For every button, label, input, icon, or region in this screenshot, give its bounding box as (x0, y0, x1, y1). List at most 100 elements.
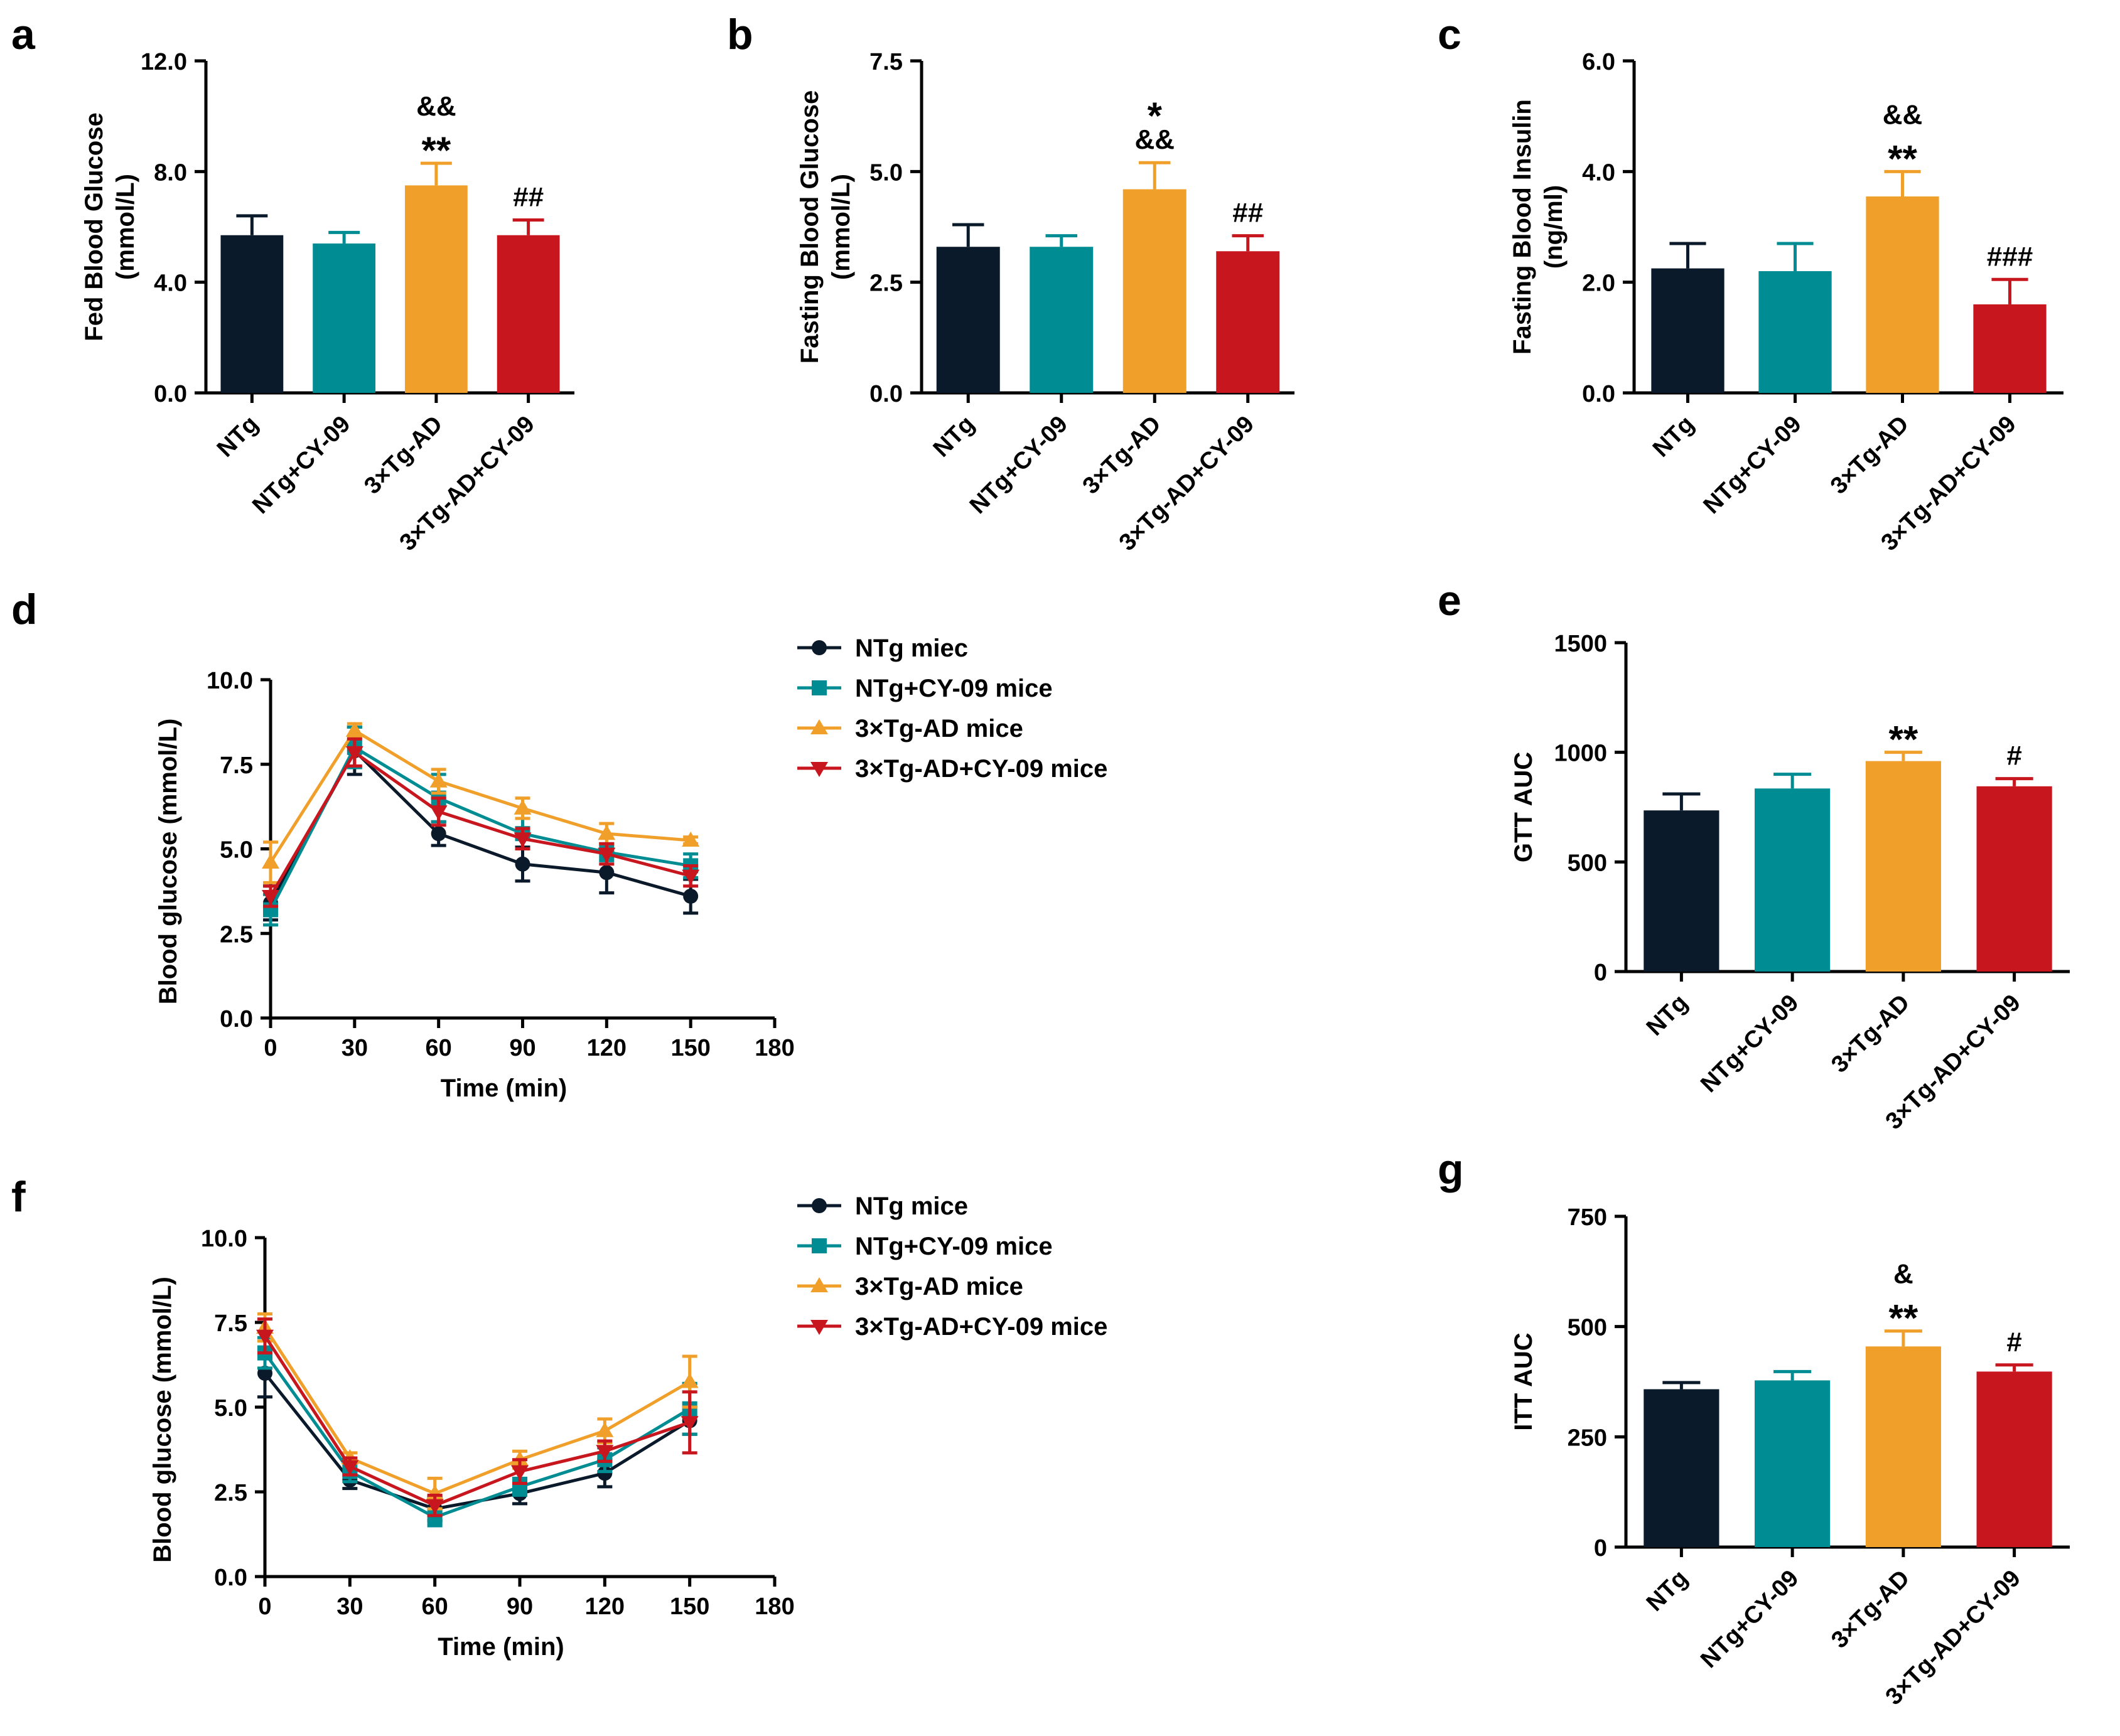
marker-triangle-down (514, 832, 532, 848)
y-axis-label: Fasting Blood Glucose (796, 90, 824, 364)
y-axis-unit: (mmol/L) (112, 174, 139, 280)
bar-3×Tg-AD+CY-09 (497, 235, 560, 393)
marker-triangle-up (596, 1422, 614, 1437)
legend-label: 3×Tg-AD+CY-09 mice (855, 755, 1107, 783)
bar-3×Tg-AD (1866, 196, 1939, 393)
x-tick-label: 0 (264, 1035, 277, 1061)
y-tick-label: 6.0 (1582, 49, 1615, 75)
bar-NTg+CY-09 (1755, 788, 1831, 972)
marker-circle (597, 1465, 613, 1481)
significance-mark: && (1134, 124, 1175, 155)
y-tick-label: 2.0 (1582, 271, 1615, 297)
x-tick-label: NTg (1648, 411, 1699, 463)
y-tick-label: 12.0 (141, 49, 187, 75)
marker-triangle-down (429, 805, 448, 821)
bar-3×Tg-AD+CY-09 (1216, 251, 1280, 393)
panel-f: f 0.0 2.5 5.0 7.5 10.0 0 30 60 90 120 150 180 Time (m… (11, 1173, 1107, 1661)
legend-label: 3×Tg-AD+CY-09 mice (855, 1313, 1107, 1341)
bar-NTg (220, 235, 284, 393)
marker-circle (812, 640, 827, 655)
y-tick-label: 0 (1594, 960, 1607, 986)
x-tick-label: 30 (342, 1035, 368, 1061)
x-tick-label: 90 (509, 1035, 535, 1061)
x-tick-label: 120 (587, 1035, 627, 1061)
series-line (269, 745, 691, 911)
y-axis-label: Fasting Blood Insulin (1509, 99, 1536, 355)
significance-mark: ** (1889, 719, 1918, 761)
panel-b: b 0.0 2.5 5.0 7.5 Fasting Blood Glucose (mmol/… (727, 11, 1294, 556)
marker-triangle-down (810, 762, 828, 777)
y-tick-label: 4.0 (1582, 159, 1615, 186)
significance-mark: && (1883, 99, 1923, 130)
marker-triangle-up (514, 799, 532, 815)
x-tick-label: 60 (426, 1035, 452, 1061)
marker-triangle-up (598, 825, 616, 840)
series-line (269, 748, 691, 904)
panel-label: b (727, 11, 753, 58)
panel-label: e (1438, 577, 1461, 624)
significance-mark: ### (1987, 241, 2033, 272)
x-tick-label: 3×Tg-AD (359, 411, 448, 500)
x-tick-label: NTg+CY-09 (1696, 1565, 1804, 1673)
significance-mark: ** (1889, 1297, 1918, 1339)
bar-3×Tg-AD (1122, 189, 1186, 393)
marker-circle (431, 826, 446, 842)
x-tick-label: NTg+CY-09 (1699, 411, 1807, 519)
x-tick-label: 150 (670, 1035, 710, 1061)
y-tick-label: 0.0 (869, 381, 903, 407)
bar-3×Tg-AD (404, 185, 468, 393)
bar-3×Tg-AD+CY-09 (1973, 304, 2047, 393)
x-tick-label: NTg (928, 411, 980, 463)
marker-triangle-down (598, 847, 616, 863)
y-tick-label: 8.0 (154, 159, 187, 186)
series-3×Tg-AD+CY-09 mice (256, 1317, 699, 1518)
x-tick-label: 180 (755, 1594, 794, 1620)
y-axis-label: Blood glucose (mmol/L) (149, 1277, 176, 1563)
marker-triangle-down (256, 1329, 274, 1345)
bar-3×Tg-AD (1865, 1346, 1941, 1547)
legend-label: 3×Tg-AD mice (855, 715, 1023, 742)
x-tick-label: 60 (422, 1594, 448, 1620)
panel-label: c (1438, 11, 1461, 58)
y-tick-label: 2.5 (869, 271, 903, 297)
y-tick-label: 4.0 (154, 271, 187, 297)
x-axis-label: Time (min) (441, 1074, 568, 1102)
marker-triangle-up (682, 832, 700, 847)
marker-circle (812, 1198, 827, 1213)
x-tick-label: 0 (258, 1594, 271, 1620)
bar-NTg (1644, 1389, 1719, 1547)
bar-NTg (1644, 810, 1719, 972)
series-3×Tg-AD mice (256, 1312, 699, 1511)
y-axis-label: GTT AUC (1510, 752, 1537, 862)
series-3×Tg-AD+CY-09 mice (262, 737, 700, 908)
significance-mark: ** (422, 129, 451, 171)
marker-square (812, 1238, 827, 1253)
marker-triangle-down (341, 1460, 359, 1476)
marker-circle (599, 865, 615, 881)
marker-triangle-down (511, 1465, 529, 1481)
panel-e: e 0 500 1000 1500 GTT AUC NTg NTg+CY-09 3×Tg-AD *… (1438, 577, 2070, 1135)
significance-mark: ** (1888, 137, 1917, 179)
y-tick-label: 0.0 (154, 381, 187, 407)
y-tick-label: 250 (1568, 1425, 1607, 1451)
y-axis-label: ITT AUC (1510, 1332, 1537, 1430)
x-tick-label: 3×Tg-AD (1078, 411, 1166, 500)
legend-label: NTg+CY-09 mice (855, 1233, 1053, 1260)
x-tick-label: 3×Tg-AD (1826, 990, 1915, 1078)
significance-mark: # (2006, 741, 2021, 771)
marker-triangle-up (429, 772, 448, 788)
x-tick-label: NTg+CY-09 (1696, 990, 1804, 1098)
y-axis-unit: (ng/ml) (1540, 185, 1568, 269)
marker-circle (683, 888, 699, 904)
marker-triangle-down (682, 869, 700, 885)
marker-triangle-down (262, 889, 279, 905)
x-tick-label: 150 (670, 1594, 709, 1620)
y-tick-label: 10.0 (201, 1226, 247, 1252)
panel-g: g 0 250 500 750 ITT AUC NTg NTg+CY-09 3×Tg-AD ** &… (1438, 1145, 2070, 1710)
y-axis-unit: (mmol/L) (827, 174, 855, 280)
series-line (263, 1352, 691, 1519)
x-tick-label: 30 (336, 1594, 363, 1620)
marker-triangle-up (810, 719, 828, 734)
panel-label: f (11, 1173, 26, 1221)
